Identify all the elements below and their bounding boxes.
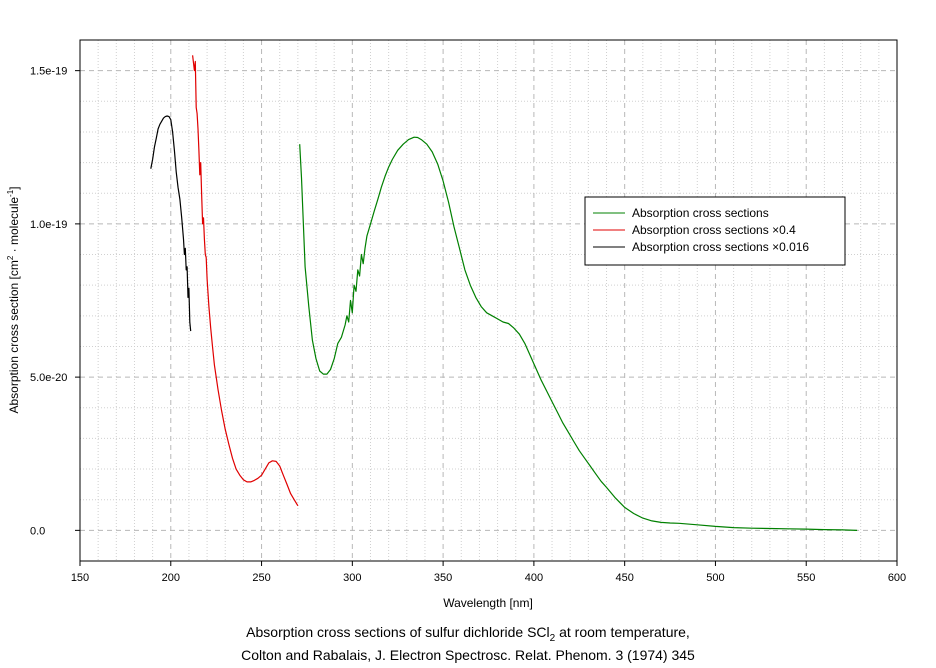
x-tick-label: 200 — [162, 572, 180, 584]
y-tick-label: 1.5e-19 — [30, 66, 67, 78]
series-line-0 — [299, 136, 858, 531]
x-tick-label: 600 — [888, 572, 906, 584]
chart: 150 200 250 300 350 400 450 500 550 600 0.0 5.0e-2… — [6, 39, 906, 610]
legend-box — [584, 196, 846, 266]
y-tick-label: 0.0 — [30, 525, 45, 537]
y-tick-label: 5.0e-20 — [30, 372, 67, 384]
x-axis-ticks: 150 200 250 300 350 400 450 500 550 600 — [71, 561, 906, 584]
x-tick-label: 150 — [71, 572, 89, 584]
y-axis-ticks: 0.0 5.0e-20 1.0e-19 1.5e-19 — [30, 66, 80, 537]
x-tick-label: 300 — [343, 572, 361, 584]
y-tick-label: 1.0e-19 — [30, 219, 67, 231]
x-axis-title: Wavelength [nm] — [443, 596, 533, 610]
x-tick-label: 400 — [525, 572, 543, 584]
x-tick-label: 450 — [615, 572, 633, 584]
legend: Absorption cross sections Absorption cro… — [584, 196, 846, 266]
y-axis-title: Absorption cross section [cm2 · molecule… — [6, 186, 21, 413]
caption-line-2: Colton and Rabalais, J. Electron Spectro… — [241, 647, 695, 663]
x-tick-label: 550 — [797, 572, 815, 584]
caption-line-1: Absorption cross sections of sulfur dich… — [246, 624, 690, 644]
legend-label-0: Absorption cross sections — [632, 206, 769, 220]
plot-area — [80, 40, 897, 561]
x-tick-label: 250 — [252, 572, 270, 584]
series-layer — [150, 55, 858, 531]
legend-label-1: Absorption cross sections ×0.4 — [632, 223, 796, 237]
x-tick-label: 500 — [706, 572, 724, 584]
plot-frame — [79, 39, 898, 562]
x-tick-label: 350 — [434, 572, 452, 584]
series-line-2 — [150, 115, 192, 332]
series-line-1 — [192, 55, 299, 507]
legend-label-2: Absorption cross sections ×0.016 — [632, 240, 809, 254]
